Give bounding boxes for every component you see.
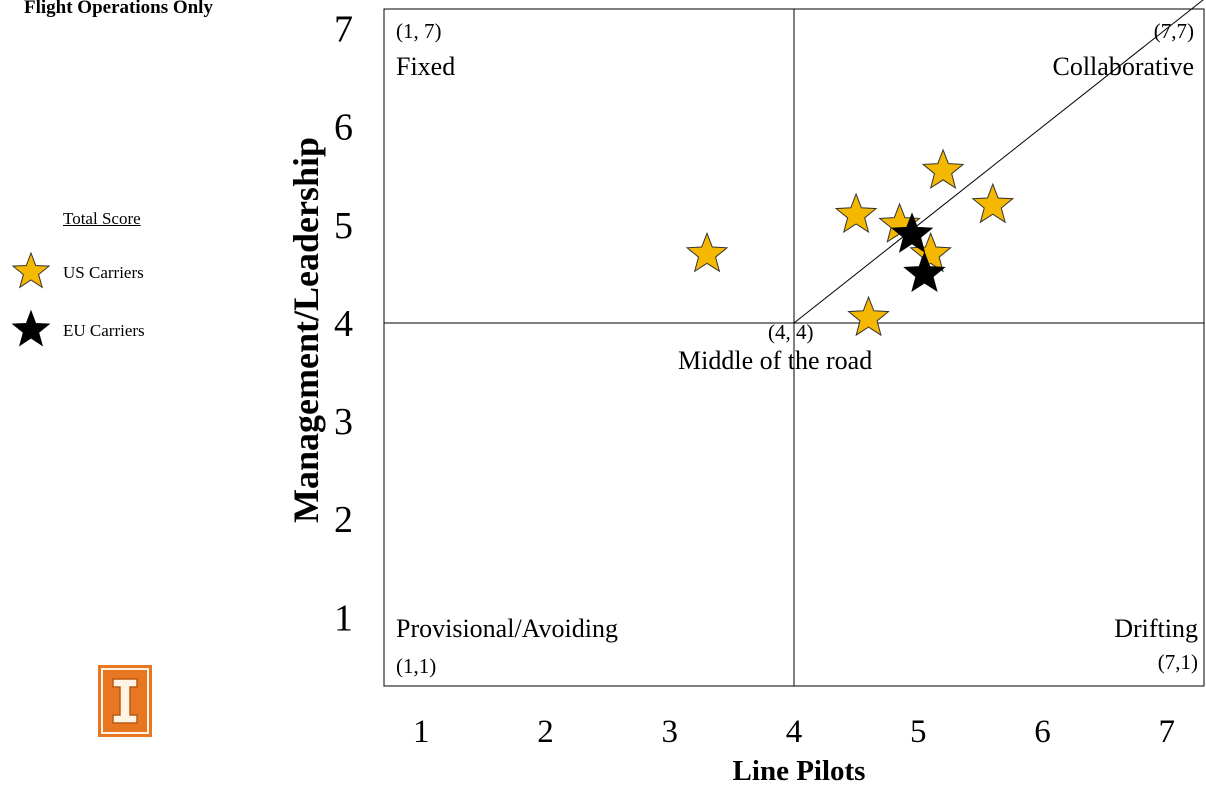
- x-axis-label: Line Pilots: [732, 755, 866, 787]
- legend-title: Total Score: [63, 209, 141, 228]
- y-tick-label: 1: [334, 597, 353, 639]
- legend-label: EU Carriers: [63, 321, 145, 340]
- legend-label: US Carriers: [63, 263, 144, 282]
- data-point-star: [971, 182, 1015, 224]
- quadrant-coord-center: (4, 4): [768, 320, 814, 344]
- data-point-star: [685, 231, 729, 273]
- quadrant-coord-bottom-right: (7,1): [1157, 650, 1198, 674]
- y-tick-label: 4: [334, 303, 353, 345]
- quadrant-label-bottom-left: Provisional/Avoiding: [396, 614, 618, 643]
- university-block-i-icon: [98, 665, 152, 737]
- x-tick-label: 1: [413, 714, 430, 750]
- star-icon: [11, 251, 51, 289]
- quadrant-label-top-left: Fixed: [396, 52, 456, 81]
- data-point-star: [921, 148, 965, 190]
- data-point-star: [834, 192, 878, 234]
- y-axis-label: Management/Leadership: [286, 137, 326, 523]
- x-tick-label: 7: [1158, 714, 1175, 750]
- y-tick-label: 7: [334, 9, 353, 51]
- x-tick-label: 5: [910, 714, 927, 750]
- legend-item-us-carriers: US Carriers: [0, 249, 200, 295]
- quadrant-coord-bottom-left: (1,1): [396, 654, 437, 678]
- y-tick-label: 3: [334, 401, 353, 443]
- quadrant-label-center: Middle of the road: [678, 346, 873, 375]
- x-tick-label: 3: [662, 714, 679, 750]
- legend-item-eu-carriers: EU Carriers: [0, 307, 200, 353]
- data-point-star: [909, 231, 952, 273]
- x-tick-label: 2: [537, 714, 554, 750]
- data-point-star: [847, 295, 890, 337]
- x-tick-label: 4: [786, 714, 803, 750]
- quadrant-label-bottom-right: Drifting: [1114, 614, 1198, 643]
- y-tick-label: 2: [334, 499, 353, 541]
- page-title: Flight Operations Only: [24, 0, 213, 18]
- quadrant-coord-top-right: (7,7): [1153, 19, 1194, 43]
- data-point-star: [890, 212, 934, 253]
- quadrant-label-top-right: Collaborative: [1052, 52, 1194, 81]
- y-tick-label: 5: [334, 205, 353, 247]
- diagonal-reference-line: [793, 0, 1204, 324]
- star-icon: [11, 309, 51, 347]
- quadrant-coord-top-left: (1, 7): [396, 19, 442, 43]
- data-point-star: [903, 251, 946, 293]
- y-tick-label: 6: [334, 107, 353, 149]
- x-tick-label: 6: [1034, 714, 1051, 750]
